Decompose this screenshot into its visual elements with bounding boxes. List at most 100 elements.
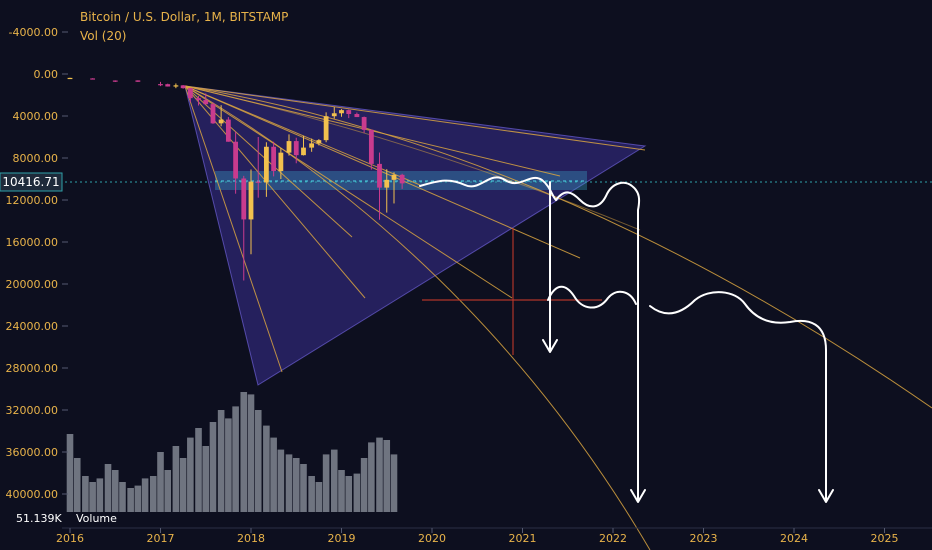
candle-body — [203, 100, 209, 105]
volume-bar — [195, 428, 202, 512]
wave-path-3 — [547, 285, 637, 309]
volume-bar — [89, 482, 96, 512]
volume-bar — [308, 476, 315, 512]
y-tick-label: -4000.00 — [9, 26, 58, 39]
volume-bar — [149, 476, 157, 512]
candles — [67, 77, 405, 281]
volume-bar — [187, 437, 194, 512]
candle-body — [180, 85, 186, 89]
y-tick-label: 4000.00 — [13, 110, 59, 123]
candle-body — [316, 140, 322, 144]
volume-bar — [330, 449, 338, 512]
candle-body — [271, 146, 277, 172]
volume-bar — [104, 464, 112, 512]
candle-body — [187, 88, 193, 99]
wave-path-2 — [555, 181, 646, 503]
price-tag: 10416.71 — [2, 175, 59, 189]
volume-bar — [368, 442, 375, 512]
chart-title: Bitcoin / U.S. Dollar, 1M, BITSTAMP — [80, 10, 289, 24]
candle-body — [399, 174, 405, 184]
y-tick-label: 0.00 — [34, 68, 59, 81]
volume-bar — [202, 446, 210, 512]
candle-body — [196, 98, 201, 101]
volume-bar — [360, 458, 368, 512]
candle-body — [90, 78, 96, 80]
candle-body — [225, 119, 231, 142]
x-tick-label: 2019 — [328, 532, 356, 545]
x-tick-label: 2020 — [418, 532, 446, 545]
candle-body — [346, 110, 352, 115]
x-tick-label: 2017 — [147, 532, 175, 545]
candle-body — [158, 84, 163, 86]
candle-body — [255, 181, 261, 183]
candle-body — [384, 179, 390, 188]
candle-body — [165, 84, 171, 87]
volume-bars — [66, 392, 398, 512]
candle-body — [278, 152, 284, 172]
y-tick-label: 40000.00 — [6, 488, 59, 501]
y-axis: -4000.00 0.00 4000.00 8000.00 12000.00 16000.… — [6, 26, 68, 501]
candle-body — [368, 129, 374, 164]
volume-bar — [254, 410, 262, 512]
candle-body — [331, 113, 337, 117]
wave-path-4 — [649, 291, 834, 503]
volume-indicator-label[interactable]: Vol (20) — [80, 29, 127, 43]
drop-arrow-1 — [542, 181, 558, 353]
volume-bar — [263, 425, 270, 512]
volume-bar — [141, 478, 149, 512]
volume-bar — [322, 454, 330, 512]
volume-bar — [383, 440, 391, 512]
volume-bar — [390, 454, 398, 512]
volume-bar — [315, 482, 323, 512]
candle-body — [218, 119, 224, 124]
volume-bar — [338, 470, 345, 512]
candle-body — [173, 85, 179, 87]
volume-bar — [232, 406, 239, 512]
y-tick-label: 16000.00 — [6, 236, 59, 249]
candle-body — [323, 116, 329, 141]
volume-bar — [292, 458, 300, 512]
candle-body — [241, 178, 247, 220]
projection-paths[interactable] — [419, 176, 834, 503]
x-tick-label: 2025 — [871, 532, 899, 545]
volume-bar — [164, 470, 172, 512]
crosshair[interactable] — [422, 228, 602, 355]
volume-bar — [157, 452, 164, 512]
y-tick-label: 20000.00 — [6, 278, 59, 291]
candle-body — [112, 80, 118, 82]
volume-bar — [209, 422, 217, 512]
volume-bar — [376, 437, 383, 512]
x-tick-label: 2021 — [509, 532, 537, 545]
volume-bar — [82, 476, 89, 512]
volume-bar — [300, 464, 307, 512]
volume-name: Volume — [76, 512, 117, 525]
y-tick-label: 8000.00 — [13, 152, 59, 165]
volume-bar — [111, 470, 119, 512]
candle-body — [286, 141, 292, 153]
volume-bar — [270, 437, 277, 512]
candle-body — [293, 141, 299, 156]
volume-bar — [119, 482, 126, 512]
volume-bar — [285, 454, 293, 512]
volume-bar — [73, 458, 81, 512]
x-tick-label: 2023 — [690, 532, 718, 545]
volume-bar — [179, 458, 187, 512]
candle-body — [263, 146, 269, 183]
candle-body — [67, 77, 73, 80]
price-tag-background — [0, 172, 63, 192]
volume-bar — [217, 410, 225, 512]
y-tick-label: 28000.00 — [6, 362, 59, 375]
candle-body — [391, 174, 397, 180]
volume-bar — [247, 394, 255, 512]
wave-path-1 — [419, 176, 557, 201]
x-tick-label: 2016 — [56, 532, 84, 545]
candle-body — [248, 181, 254, 220]
x-tick-label: 2022 — [599, 532, 627, 545]
volume-bar — [225, 418, 232, 512]
candle-body — [210, 104, 216, 124]
candle-body — [301, 147, 306, 156]
candle-body — [361, 117, 367, 130]
volume-bar — [134, 485, 142, 512]
